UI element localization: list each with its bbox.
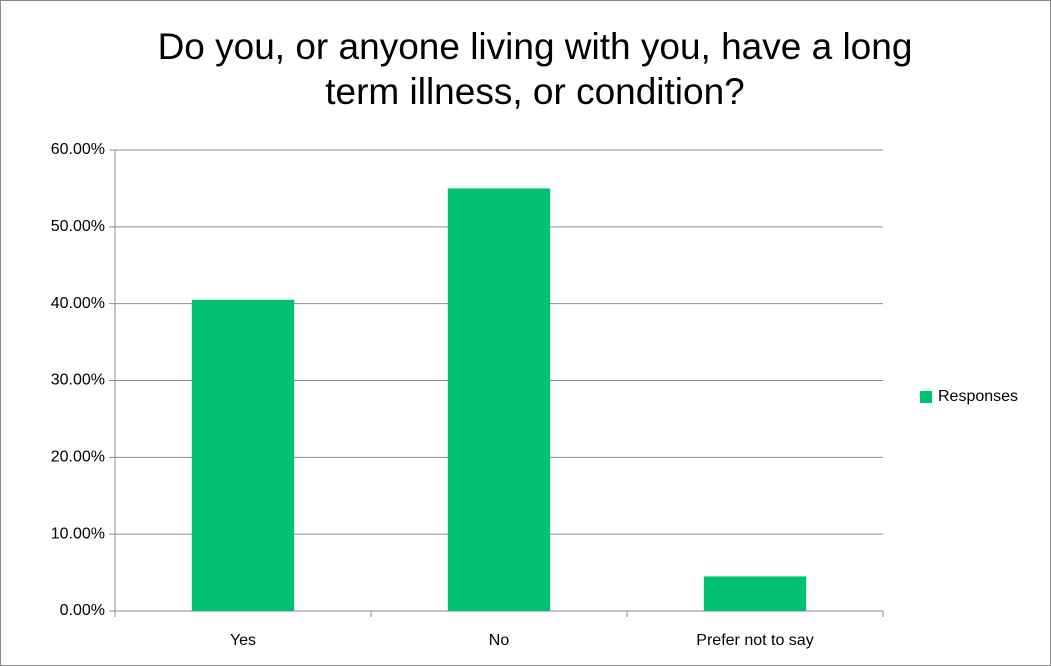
y-tick-label: 10.00% <box>51 525 105 542</box>
y-tick-label: 50.00% <box>51 218 105 235</box>
legend-label: Responses <box>938 388 1018 405</box>
bar <box>191 299 295 611</box>
bar <box>703 576 807 611</box>
y-tick-label: 0.00% <box>60 602 105 619</box>
bar <box>447 188 551 611</box>
x-tick-label: Prefer not to say <box>696 632 813 649</box>
y-tick-label: 20.00% <box>51 449 105 466</box>
y-tick-label: 60.00% <box>51 141 105 158</box>
x-tick-label: Yes <box>230 632 256 649</box>
x-tick-label: No <box>489 632 510 649</box>
y-tick-label: 40.00% <box>51 295 105 312</box>
legend-swatch <box>920 391 932 403</box>
chart-title: Do you, or anyone living with you, have … <box>157 26 913 112</box>
y-tick-label: 30.00% <box>51 372 105 389</box>
